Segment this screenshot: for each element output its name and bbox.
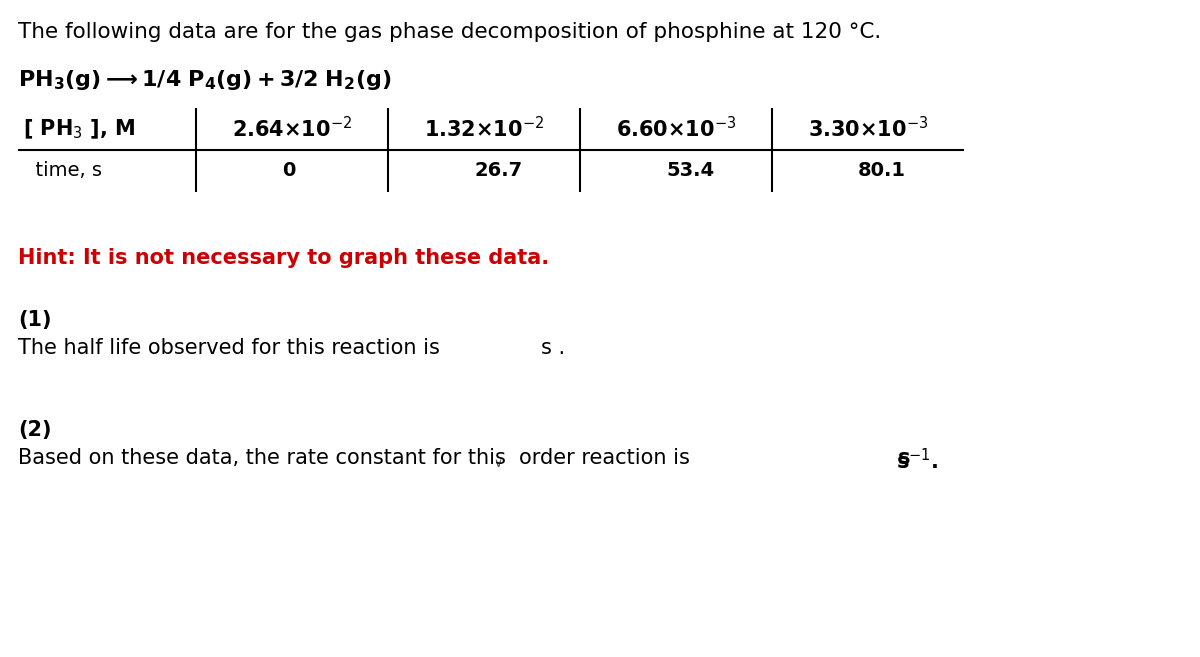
Text: Hint: It is not necessary to graph these data.: Hint: It is not necessary to graph these…: [18, 248, 550, 268]
Text: [ PH$_3$ ], M: [ PH$_3$ ], M: [23, 118, 136, 141]
Text: s$^{-1}$.: s$^{-1}$.: [896, 448, 938, 473]
Text: 2.64×10$^{-2}$: 2.64×10$^{-2}$: [232, 116, 352, 142]
Text: 6.60×10$^{-3}$: 6.60×10$^{-3}$: [616, 116, 737, 142]
Text: $\mathbf{s}$: $\mathbf{s}$: [898, 448, 912, 468]
Text: 80.1: 80.1: [858, 162, 906, 181]
Text: $\mathbf{PH_3(g) \longrightarrow 1/4\ P_4(g) + 3/2\ H_2(g)}$: $\mathbf{PH_3(g) \longrightarrow 1/4\ P_…: [18, 68, 391, 92]
Text: 3.30×10$^{-3}$: 3.30×10$^{-3}$: [808, 116, 929, 142]
Text: ∨: ∨: [493, 457, 503, 470]
Text: The following data are for the gas phase decomposition of phosphine at 120 °C.: The following data are for the gas phase…: [18, 22, 881, 42]
Text: 0: 0: [282, 162, 295, 181]
Text: (1): (1): [18, 310, 52, 330]
Text: 1.32×10$^{-2}$: 1.32×10$^{-2}$: [424, 116, 544, 142]
Text: s .: s .: [541, 338, 565, 358]
Text: The half life observed for this reaction is: The half life observed for this reaction…: [18, 338, 440, 358]
Text: order reaction is: order reaction is: [520, 448, 690, 468]
Text: 26.7: 26.7: [474, 162, 522, 181]
Text: 53.4: 53.4: [666, 162, 714, 181]
Text: Based on these data, the rate constant for this: Based on these data, the rate constant f…: [18, 448, 506, 468]
Text: (2): (2): [18, 420, 52, 440]
Text: time, s: time, s: [23, 162, 102, 181]
